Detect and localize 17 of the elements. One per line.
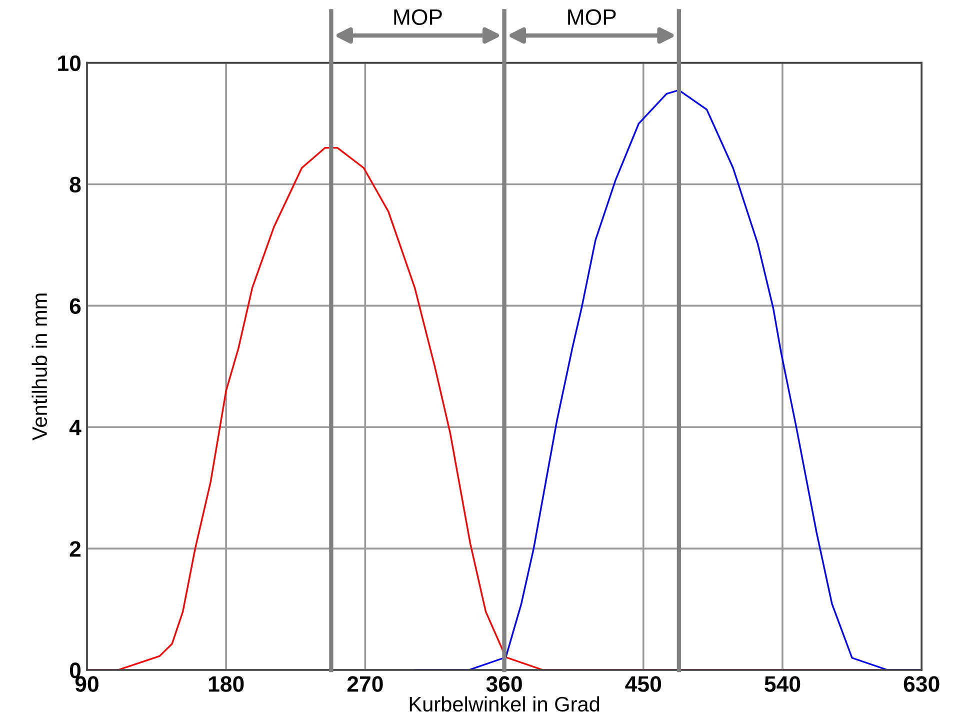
y-tick-label: 6 xyxy=(70,298,81,314)
text: MOP xyxy=(568,9,616,26)
y-tick-label: 4 xyxy=(69,420,82,436)
y-tick-label: 0 xyxy=(70,662,81,678)
x-axis-title: Kurbelwinkel in Grad xyxy=(410,696,600,712)
y-tick-label: 10 xyxy=(58,55,81,72)
x-tick-label: 90 xyxy=(75,676,98,692)
y-tick-label: 8 xyxy=(70,176,81,193)
x-tick-label: 360 xyxy=(486,676,522,692)
text: MOP xyxy=(394,9,442,26)
x-tick-label: 630 xyxy=(904,676,940,692)
x-tick-label: 270 xyxy=(347,676,383,692)
x-tick-label: 450 xyxy=(625,676,662,692)
y-tick-label: 2 xyxy=(70,541,81,557)
y-axis-title: Ventilhub in mm xyxy=(32,294,48,440)
x-tick-label: 540 xyxy=(764,676,800,692)
x-tick-label: 180 xyxy=(208,676,244,692)
